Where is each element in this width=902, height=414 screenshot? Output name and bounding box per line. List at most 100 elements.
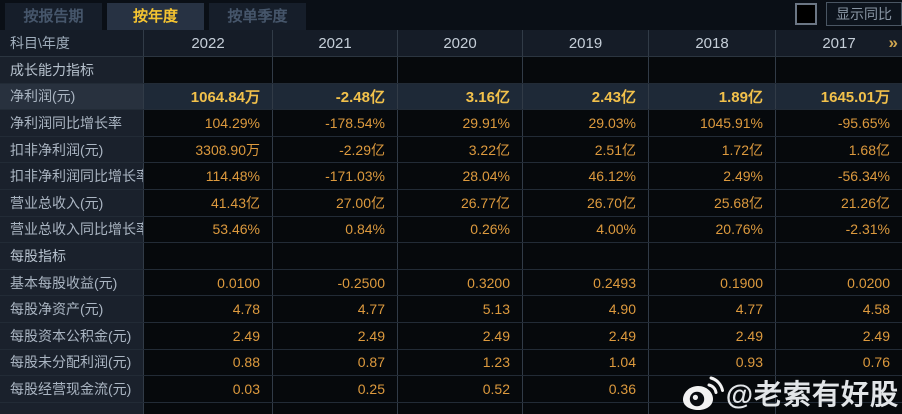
value-cell	[775, 57, 902, 83]
value-cell	[522, 243, 648, 269]
year-column-header: 2017»	[775, 30, 902, 56]
value-cell: 1064.84万	[143, 83, 272, 110]
row-label: 基本每股收益(元)	[0, 269, 143, 296]
value-cell: 2.49	[272, 322, 397, 349]
table-row[interactable]: 营业总收入同比增长率 53.46% 0.84% 0.26% 4.00% 20.76% -2.…	[0, 216, 902, 244]
value-cell: 0.52	[397, 376, 522, 402]
value-cell: 0.26%	[397, 216, 522, 243]
table-row[interactable]: 每股资本公积金(元) 2.49 2.49 2.49 2.49 2.49 2.49	[0, 322, 902, 350]
table-row[interactable]: 每股经营现金流(元) 0.03 0.25 0.52 0.36	[0, 376, 902, 403]
value-cell: 0.0200	[775, 269, 902, 296]
value-cell: 104.29%	[143, 110, 272, 136]
table-row[interactable]: 营业总收入(元) 41.43亿 27.00亿 26.77亿 26.70亿 25.68亿 21…	[0, 189, 902, 217]
row-label: 净利润同比增长率	[0, 110, 143, 136]
value-cell: 4.00%	[522, 216, 648, 243]
value-cell: 2.49	[648, 322, 775, 349]
value-cell: 2.49	[397, 322, 522, 349]
more-years-icon[interactable]: »	[888, 33, 899, 52]
year-column-header: 2020	[397, 30, 522, 56]
value-cell: 41.43亿	[143, 189, 272, 216]
value-cell: 3.16亿	[397, 83, 522, 110]
show-yoy-button[interactable]: 显示同比	[826, 2, 902, 26]
table-body: 成长能力指标 净利润(元) 1064.84万 -2.48亿 3.16亿 2.43亿 1.89…	[0, 57, 902, 414]
row-label	[0, 402, 143, 414]
table-row[interactable]: 扣非净利润同比增长率 114.48% -171.03% 28.04% 46.12% 2.4…	[0, 163, 902, 190]
value-cell: -56.34%	[775, 163, 902, 189]
value-cell: 25.68亿	[648, 189, 775, 216]
value-cell: 21.26亿	[775, 189, 902, 216]
value-cell	[648, 243, 775, 269]
value-cell	[272, 402, 397, 414]
value-cell: 0.93	[648, 349, 775, 376]
value-cell: 0.25	[272, 376, 397, 402]
value-cell: 2.49	[522, 322, 648, 349]
row-label: 每股经营现金流(元)	[0, 376, 143, 402]
value-cell: 1.04	[522, 349, 648, 376]
value-cell: 3.22亿	[397, 136, 522, 163]
value-cell: 2.49	[775, 322, 902, 349]
value-cell: 1.72亿	[648, 136, 775, 163]
table-row[interactable]: 每股未分配利润(元) 0.88 0.87 1.23 1.04 0.93 0.76	[0, 349, 902, 377]
year-column-header: 2019	[522, 30, 648, 56]
value-cell	[648, 57, 775, 83]
year-column-header: 2018	[648, 30, 775, 56]
value-cell: 0.03	[143, 376, 272, 402]
tab-report-period[interactable]: 按报告期	[5, 3, 102, 30]
year-column-header: 2022	[143, 30, 272, 56]
value-cell: 29.03%	[522, 110, 648, 136]
value-cell: -2.29亿	[272, 136, 397, 163]
value-cell: 4.58	[775, 296, 902, 322]
row-label: 净利润(元)	[0, 83, 143, 110]
value-cell	[143, 402, 272, 414]
value-cell: 53.46%	[143, 216, 272, 243]
value-cell: 4.78	[143, 296, 272, 322]
table-row[interactable]: 净利润(元) 1064.84万 -2.48亿 3.16亿 2.43亿 1.89亿 1645.…	[0, 83, 902, 111]
value-cell: -2.31%	[775, 216, 902, 243]
section-row[interactable]: 每股指标	[0, 243, 902, 270]
value-cell: 0.0100	[143, 269, 272, 296]
value-cell: -2.48亿	[272, 83, 397, 110]
show-yoy-control: 显示同比	[795, 0, 902, 30]
show-yoy-checkbox[interactable]	[795, 3, 817, 25]
value-cell: -95.65%	[775, 110, 902, 136]
value-cell: 0.84%	[272, 216, 397, 243]
tab-quarterly[interactable]: 按单季度	[209, 3, 306, 30]
period-tab-bar: 按报告期 按年度 按单季度 显示同比	[0, 0, 902, 30]
financials-table: 科目\年度 2022 2021 2020 2019 2018 2017» 成长能力指标 净利…	[0, 30, 902, 414]
row-label: 每股未分配利润(元)	[0, 349, 143, 376]
corner-header: 科目\年度	[10, 35, 70, 51]
table-row[interactable]: 基本每股收益(元) 0.0100 -0.2500 0.3200 0.2493 0.1900…	[0, 269, 902, 297]
table-row	[0, 402, 902, 414]
value-cell	[272, 57, 397, 83]
value-cell: 2.49%	[648, 163, 775, 189]
value-cell	[648, 402, 775, 414]
value-cell	[397, 402, 522, 414]
value-cell	[143, 243, 272, 269]
value-cell	[775, 376, 902, 402]
value-cell: 0.3200	[397, 269, 522, 296]
row-label: 营业总收入(元)	[0, 189, 143, 216]
table-row[interactable]: 净利润同比增长率 104.29% -178.54% 29.91% 29.03% 1045.…	[0, 110, 902, 137]
value-cell: 27.00亿	[272, 189, 397, 216]
row-label: 每股指标	[0, 243, 143, 269]
value-cell	[775, 402, 902, 414]
value-cell	[397, 57, 522, 83]
row-label: 扣非净利润(元)	[0, 136, 143, 163]
row-label: 扣非净利润同比增长率	[0, 163, 143, 189]
value-cell: 1.68亿	[775, 136, 902, 163]
value-cell: -178.54%	[272, 110, 397, 136]
table-row[interactable]: 扣非净利润(元) 3308.90万 -2.29亿 3.22亿 2.51亿 1.72亿 1.6…	[0, 136, 902, 164]
value-cell: 0.87	[272, 349, 397, 376]
value-cell: -0.2500	[272, 269, 397, 296]
table-row[interactable]: 每股净资产(元) 4.78 4.77 5.13 4.90 4.77 4.58	[0, 296, 902, 323]
tab-annual[interactable]: 按年度	[107, 3, 204, 30]
value-cell: 1.89亿	[648, 83, 775, 110]
section-row[interactable]: 成长能力指标	[0, 57, 902, 84]
row-label: 每股净资产(元)	[0, 296, 143, 322]
value-cell: 2.51亿	[522, 136, 648, 163]
value-cell	[522, 57, 648, 83]
value-cell: 2.43亿	[522, 83, 648, 110]
value-cell: 29.91%	[397, 110, 522, 136]
value-cell: 26.70亿	[522, 189, 648, 216]
